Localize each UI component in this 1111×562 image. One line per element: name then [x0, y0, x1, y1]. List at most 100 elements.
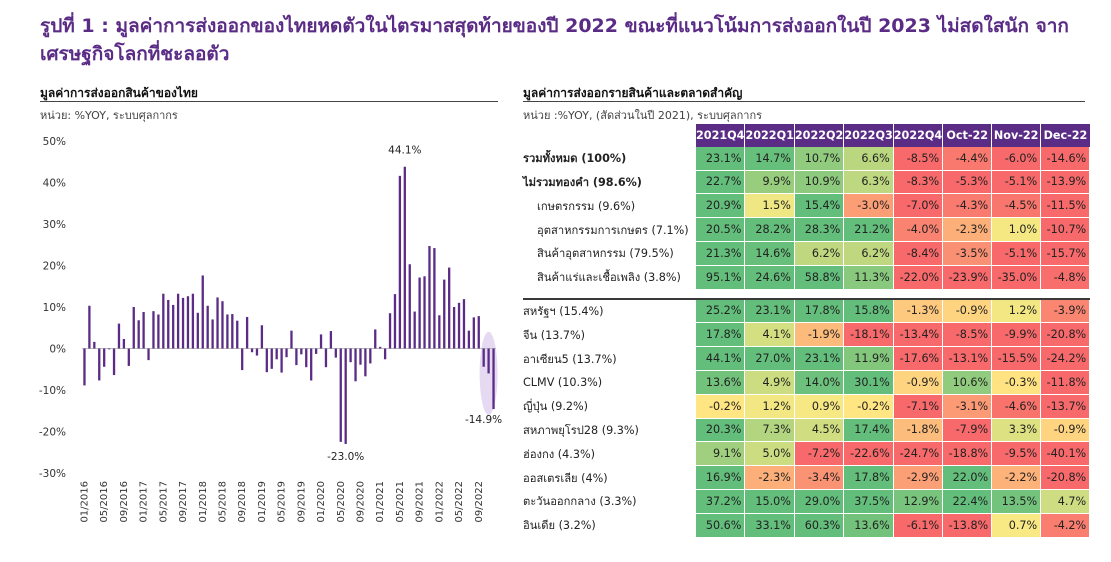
y-tick-label: 0% — [49, 344, 66, 356]
table-row: อุตสาหกรรมการเกษตร (7.1%) 20.5% 28.2% 28.3%… — [523, 217, 1091, 242]
column-header: 2022Q1 — [744, 124, 795, 147]
bar — [162, 293, 165, 349]
heatmap-cell: -0.2% — [843, 394, 894, 419]
heatmap-cell: 37.2% — [696, 489, 746, 514]
bar — [201, 275, 204, 349]
bar — [117, 323, 121, 349]
heatmap-cell: 11.9% — [843, 346, 894, 371]
column-header: 2022Q4 — [893, 124, 944, 147]
heatmap-cell: -3.0% — [843, 193, 894, 219]
y-tick-label: -30% — [39, 468, 66, 480]
heatmap-cell: 4.7% — [1040, 489, 1091, 514]
bar — [329, 331, 333, 349]
heatmap-cell: -4.3% — [942, 193, 993, 219]
x-tick-label: 05/2021 — [395, 481, 406, 523]
bar — [226, 314, 229, 349]
table-row: สินค้าอุตสาหกรรม (79.5%) 21.3% 14.6% 6.2% 6.… — [523, 241, 1091, 266]
heatmap-cell: 14.7% — [744, 146, 795, 171]
y-tick-label: 20% — [43, 261, 66, 273]
heatmap-cell: -6.0% — [991, 146, 1042, 171]
heatmap-cell: 1.0% — [991, 217, 1042, 242]
heatmap-cell: 25.2% — [696, 297, 746, 324]
gap-cell — [523, 289, 1090, 299]
bar — [167, 299, 170, 349]
heatmap-cell: 17.8% — [696, 322, 746, 348]
table-row: ตะวันออกกลาง (3.3%) 37.2% 15.0% 29.0% 37.5% 1… — [523, 489, 1091, 514]
bar — [196, 312, 199, 349]
y-tick-label: -20% — [39, 427, 66, 439]
bar — [388, 313, 392, 349]
heatmap-cell: 28.2% — [744, 217, 795, 242]
heatmap-cell: 10.7% — [794, 146, 845, 171]
export-heatmap-table: 2021Q4 2022Q1 2022Q2 2022Q3 2022Q4 Oct-22 Nov-… — [523, 124, 1091, 538]
bar — [132, 307, 135, 349]
heatmap-cell: -4.4% — [942, 146, 993, 171]
heatmap-cell: 44.1% — [696, 346, 746, 371]
heatmap-cell: 7.3% — [744, 418, 795, 443]
bar — [260, 325, 264, 349]
heatmap-cell: -0.9% — [893, 370, 944, 395]
x-tick-label: 09/2016 — [119, 481, 130, 523]
heatmap-cell: 0.9% — [794, 394, 845, 419]
bar — [472, 317, 475, 349]
bar — [290, 330, 293, 349]
heatmap-cell: -4.6% — [991, 394, 1042, 419]
x-tick-label: 01/2020 — [316, 481, 327, 523]
row-label: อุตสาหกรรมการเกษตร (7.1%) — [537, 223, 689, 237]
heatmap-cell: 14.6% — [744, 241, 795, 266]
left-panel-divider — [40, 101, 498, 102]
heatmap-cell: -3.1% — [942, 394, 993, 419]
heatmap-cell: -0.2% — [696, 394, 746, 419]
heatmap-cell: -8.4% — [893, 241, 944, 266]
bar — [285, 348, 288, 358]
heatmap-cell: 1.2% — [744, 394, 795, 419]
bar — [423, 276, 426, 349]
heatmap-cell: 24.6% — [744, 265, 795, 290]
bar — [231, 314, 234, 349]
x-tick-label: 05/2022 — [454, 481, 465, 523]
heatmap-cell: -40.1% — [1040, 441, 1091, 467]
heatmap-cell: -9.5% — [991, 441, 1042, 467]
heatmap-cell: 17.4% — [843, 418, 894, 443]
heatmap-cell: -5.1% — [991, 170, 1042, 195]
section-gap — [523, 289, 1090, 299]
heatmap-cell: 22.4% — [942, 489, 993, 514]
row-label: สหภาพยุโรป28 (9.3%) — [523, 423, 639, 437]
bar — [107, 348, 111, 350]
table-row: เกษตรกรรม (9.6%) 20.9% 1.5% 15.4% -3.0% -7.0%… — [523, 193, 1091, 219]
x-tick-label: 09/2018 — [237, 481, 248, 523]
left-panel-unit: หน่วย: %YOY, ระบบศุลกากร — [40, 109, 178, 122]
heatmap-cell: 4.9% — [744, 370, 795, 395]
heatmap-cell: 20.5% — [696, 217, 746, 242]
bar — [191, 293, 195, 349]
heatmap-cell: 6.2% — [794, 241, 845, 266]
x-tick-label: 01/2021 — [375, 481, 386, 523]
table-row: จีน (13.7%) 17.8% 4.1% -1.9% -18.1% -13.4% -8.… — [523, 322, 1091, 348]
table-row: สหภาพยุโรป28 (9.3%) 20.3% 7.3% 4.5% 17.4% -1.… — [523, 418, 1091, 443]
bar — [349, 348, 352, 363]
bar — [93, 341, 96, 349]
heatmap-corner — [523, 124, 696, 147]
heatmap-cell: -6.1% — [893, 513, 944, 538]
data-label: -14.9% — [465, 414, 502, 426]
bar — [186, 296, 190, 349]
heatmap-cell: 3.3% — [991, 418, 1042, 443]
bar — [324, 348, 328, 368]
bar — [408, 264, 411, 349]
heatmap-cell: 5.0% — [744, 441, 795, 467]
row-label: ออสเตรเลีย (4%) — [523, 471, 608, 485]
bar — [295, 348, 298, 366]
heatmap-cell: -15.7% — [1040, 241, 1091, 266]
table-row: อาเซียน5 (13.7%) 44.1% 27.0% 23.1% 11.9% -17.… — [523, 346, 1091, 371]
heatmap-cell: -3.4% — [794, 465, 845, 490]
row-label: เกษตรกรรม (9.6%) — [537, 199, 636, 213]
heatmap-cell: -9.9% — [991, 322, 1042, 348]
heatmap-cell: 9.9% — [744, 170, 795, 195]
heatmap-cell: -35.0% — [991, 265, 1042, 290]
bar — [300, 348, 303, 355]
bar — [418, 277, 421, 349]
heatmap-cell: 20.3% — [696, 418, 746, 443]
column-header: 2022Q3 — [843, 124, 894, 147]
heatmap-cell: 20.9% — [696, 193, 746, 219]
bar — [492, 348, 495, 410]
